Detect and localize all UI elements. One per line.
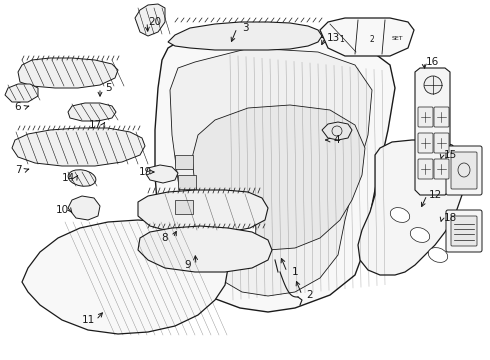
Text: 6: 6 <box>15 102 21 112</box>
Polygon shape <box>138 190 268 234</box>
FancyBboxPatch shape <box>434 107 449 127</box>
Polygon shape <box>220 195 255 240</box>
Text: 16: 16 <box>425 57 439 67</box>
Polygon shape <box>68 196 100 220</box>
Polygon shape <box>175 155 193 169</box>
Polygon shape <box>322 122 352 140</box>
Polygon shape <box>178 175 196 189</box>
Text: 15: 15 <box>443 150 457 160</box>
FancyBboxPatch shape <box>451 216 477 246</box>
Text: 3: 3 <box>242 23 248 33</box>
Text: 9: 9 <box>185 260 191 270</box>
Text: 10: 10 <box>55 205 69 215</box>
Text: 5: 5 <box>105 83 111 93</box>
FancyBboxPatch shape <box>446 210 482 252</box>
Polygon shape <box>146 165 178 183</box>
Ellipse shape <box>410 228 430 242</box>
Text: 20: 20 <box>148 17 162 27</box>
Polygon shape <box>68 103 116 121</box>
FancyBboxPatch shape <box>418 133 433 153</box>
Text: 4: 4 <box>334 135 341 145</box>
Ellipse shape <box>391 208 410 222</box>
Text: 1: 1 <box>340 35 344 44</box>
Polygon shape <box>155 32 395 312</box>
Polygon shape <box>22 220 228 334</box>
Polygon shape <box>192 105 365 250</box>
Text: 11: 11 <box>81 315 95 325</box>
Text: 18: 18 <box>443 213 457 223</box>
Text: 2: 2 <box>369 35 374 44</box>
Polygon shape <box>135 4 165 36</box>
Polygon shape <box>320 18 414 56</box>
Text: 19: 19 <box>138 167 151 177</box>
FancyBboxPatch shape <box>418 107 433 127</box>
FancyBboxPatch shape <box>451 152 477 189</box>
FancyBboxPatch shape <box>434 133 449 153</box>
Text: 7: 7 <box>15 165 21 175</box>
Text: 17: 17 <box>88 120 101 130</box>
Text: 8: 8 <box>162 233 168 243</box>
FancyBboxPatch shape <box>418 159 433 179</box>
Text: 14: 14 <box>61 173 74 183</box>
Text: 12: 12 <box>428 190 441 200</box>
Polygon shape <box>358 140 465 275</box>
Polygon shape <box>138 226 272 272</box>
Polygon shape <box>175 200 193 214</box>
Text: SET: SET <box>391 36 403 41</box>
Ellipse shape <box>428 248 448 262</box>
FancyBboxPatch shape <box>434 159 449 179</box>
Text: 1: 1 <box>292 267 298 277</box>
Polygon shape <box>415 68 450 195</box>
Ellipse shape <box>68 170 96 186</box>
Text: 2: 2 <box>307 290 313 300</box>
Polygon shape <box>18 58 118 88</box>
Polygon shape <box>170 48 372 296</box>
Ellipse shape <box>424 76 442 94</box>
FancyBboxPatch shape <box>446 146 482 195</box>
Polygon shape <box>5 84 38 102</box>
Polygon shape <box>12 128 145 166</box>
Text: 13: 13 <box>326 33 340 43</box>
Polygon shape <box>168 22 322 50</box>
